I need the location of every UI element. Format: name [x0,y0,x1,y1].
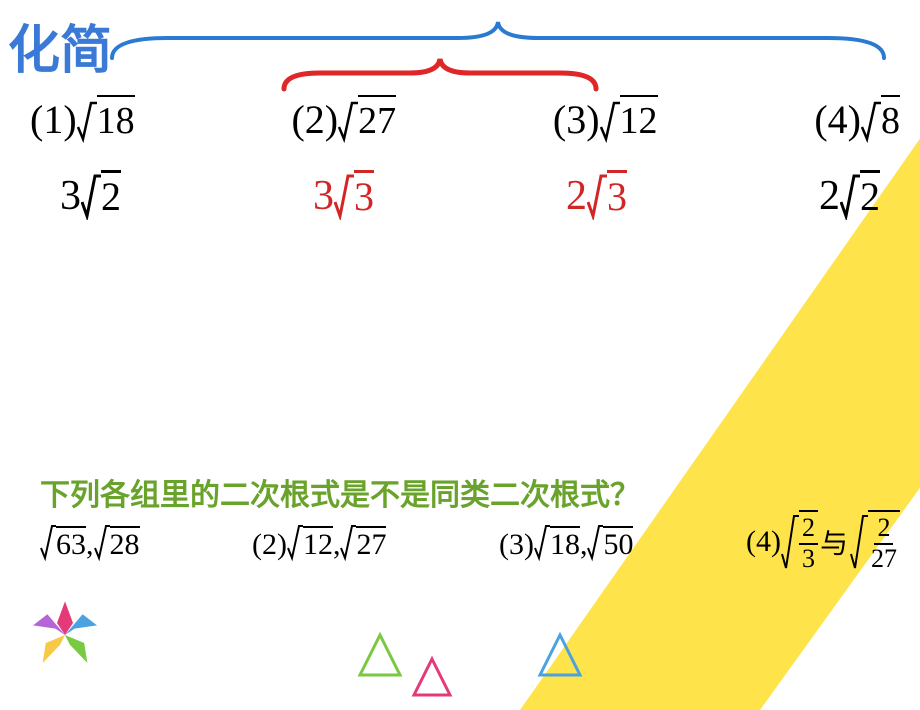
radicand: 3 [354,170,374,220]
problem-label: (2) [291,96,338,143]
slide-title: 化简 [8,8,112,83]
problem-4: (4) 8 [814,95,900,143]
radicand: 18 [97,95,135,143]
radical-icon [81,170,101,220]
answer-1: 3 2 [60,170,121,220]
denominator: 3 [799,545,818,574]
radical-icon [94,522,110,562]
radical-icon [861,97,881,143]
coef: 3 [60,172,81,220]
radicand: 27 [358,95,396,143]
inner-brace [280,55,600,93]
denominator: 27 [868,545,900,574]
separator: , [333,528,341,562]
decor-triangle-icon [355,630,405,680]
q-group-3: (3) 18 , 50 [499,522,633,562]
separator: 与 [820,522,848,562]
simplify-row: (1) 18 (2) 27 (3) 12 (4) 8 [30,95,900,143]
radical-icon [587,522,603,562]
group-label: (4) [746,525,781,559]
radicand: 63 [56,526,86,562]
radicand: 18 [550,526,580,562]
coef: 2 [819,172,840,220]
question-text: 下列各组里的二次根式是不是同类二次根式？ [40,470,640,514]
radicand: 8 [881,95,900,143]
radicand: 28 [110,526,140,562]
radical-icon [340,522,356,562]
fraction: 2 27 [868,510,900,573]
radical-icon [77,97,97,143]
radicand: 2 [860,170,880,220]
radicand: 3 [607,170,627,220]
radical-icon [850,512,868,572]
question-row: 63 , 28 (2) 12 , 27 (3) 18 , 50 (4) 2 3 … [40,510,900,573]
problem-1: (1) 18 [30,95,135,143]
decor-triangle-icon [410,655,455,700]
decor-triangle-icon [535,630,585,680]
answer-4: 2 2 [819,170,880,220]
problem-3: (3) 12 [553,95,658,143]
radical-icon [781,512,799,572]
coef: 2 [566,172,587,220]
problem-label: (1) [30,96,77,143]
problem-label: (3) [553,96,600,143]
radicand: 50 [603,526,633,562]
radical-icon [840,170,860,220]
bottom-decor [0,600,920,680]
q-group-4: (4) 2 3 与 2 27 [746,510,900,573]
radical-icon [338,97,358,143]
answers-row: 3 2 3 3 2 3 2 2 [60,170,880,220]
radical-icon [334,170,354,220]
separator: , [86,528,94,562]
group-label: (3) [499,528,534,562]
group-label: (2) [252,528,287,562]
numerator: 2 [874,514,893,545]
numerator: 2 [799,514,818,545]
radical-icon [534,522,550,562]
q-group-2: (2) 12 , 27 [252,522,386,562]
radical-icon [600,97,620,143]
radicand: 12 [303,526,333,562]
radicand: 27 [356,526,386,562]
radical-icon [287,522,303,562]
coef: 3 [313,172,334,220]
radical-icon [40,522,56,562]
answer-2: 3 3 [313,170,374,220]
fraction: 2 3 [799,510,818,573]
answer-3: 2 3 [566,170,627,220]
separator: , [580,528,588,562]
radicand: 2 [101,170,121,220]
problem-label: (4) [814,96,861,143]
radicand: 12 [620,95,658,143]
problem-2: (2) 27 [291,95,396,143]
radical-icon [587,170,607,220]
q-group-1: 63 , 28 [40,522,140,562]
